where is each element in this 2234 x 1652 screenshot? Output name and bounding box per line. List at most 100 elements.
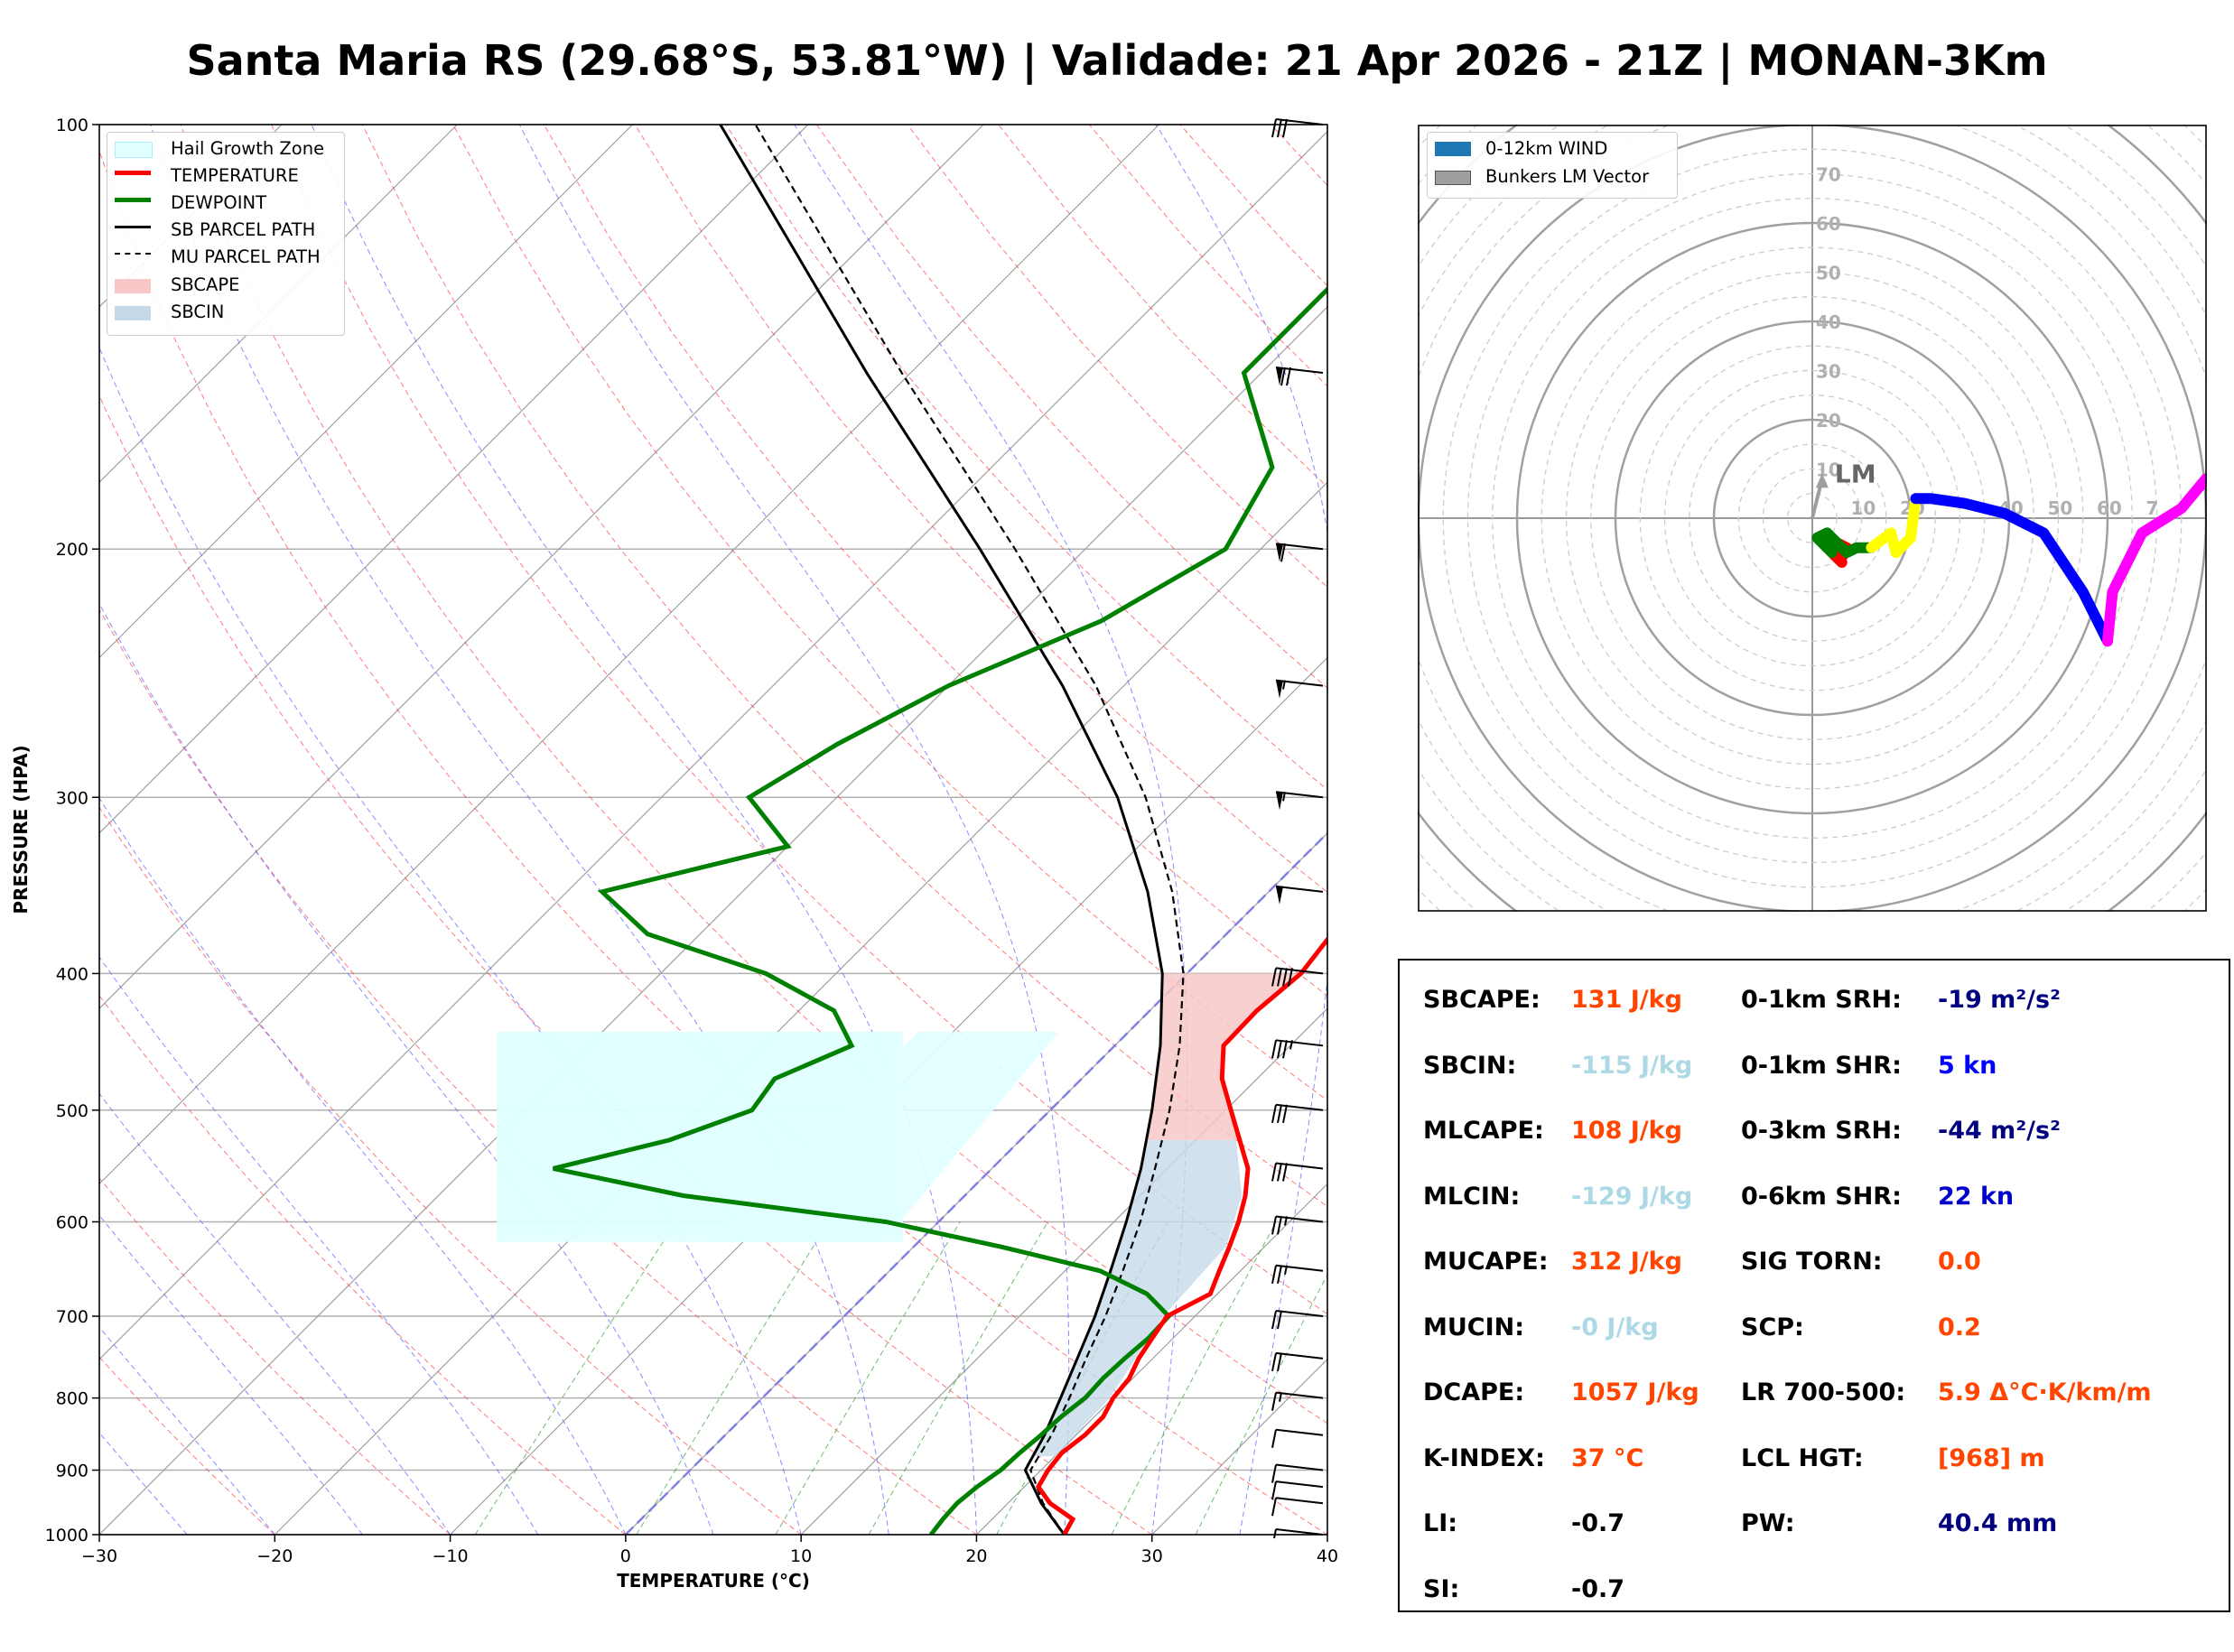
param-label: SCP:	[1741, 1313, 1804, 1341]
param-value: 5 kn	[1938, 1051, 1997, 1080]
wind-barb-staff	[1275, 1162, 1324, 1170]
wind-barb-staff	[1275, 1310, 1324, 1318]
wind-barb-full	[1277, 1216, 1282, 1235]
moist-adiabat	[99, 1432, 188, 1535]
param-label: PW:	[1741, 1509, 1795, 1537]
moist-adiabat	[311, 125, 977, 1535]
param-value: 22 kn	[1938, 1182, 2015, 1211]
wind-barb-full	[1277, 1310, 1282, 1330]
wind-barb-staff	[1275, 1391, 1324, 1399]
bunkers-lm-arrowhead	[1815, 473, 1829, 488]
wind-barb-full	[1277, 1040, 1282, 1059]
wind-barb	[1271, 1480, 1324, 1500]
wind-barb-staff	[1275, 1215, 1324, 1223]
hodo-ring	[1590, 296, 2034, 740]
wind-barb-full	[1271, 1429, 1277, 1448]
hodo-ring-label: 10	[1851, 497, 1876, 519]
wind-barb-full	[1280, 543, 1286, 562]
param-label: SIG TORN:	[1741, 1248, 1883, 1276]
isotherm	[99, 125, 458, 484]
wind-barb-staff	[1275, 1428, 1324, 1436]
wind-barb-full	[1271, 1163, 1277, 1182]
legend-mu-parcel-swatch	[115, 253, 151, 255]
wind-barb	[1271, 118, 1324, 138]
x-tick-label: −30	[81, 1546, 117, 1566]
param-value: -115 J/kg	[1571, 1051, 1693, 1080]
wind-barb-flag	[1276, 543, 1283, 562]
legend-hail-swatch	[115, 142, 153, 158]
wind-barb	[1275, 791, 1324, 811]
wind-barb-staff	[1275, 967, 1324, 975]
wind-barb-staff	[1275, 118, 1324, 125]
wind-barb-half	[1284, 1265, 1288, 1275]
legend-wind: 0-12km WIND	[1485, 138, 1608, 159]
param-label: SBCIN:	[1423, 1051, 1517, 1080]
wind-barb-full	[1277, 1104, 1282, 1123]
hodo-ring	[1787, 493, 1838, 543]
wind-barb-full	[1271, 118, 1277, 138]
hodo-ring	[1689, 394, 1936, 642]
hodo-ring	[1663, 369, 1961, 667]
hodograph-frame	[1418, 125, 2207, 912]
dry-adiabat	[1179, 125, 1327, 287]
wind-barb-full	[1282, 1104, 1288, 1123]
wind-barb-full	[1271, 1104, 1277, 1123]
wind-barb-full	[1271, 1265, 1277, 1284]
legend-bunkers: Bunkers LM Vector	[1485, 166, 1650, 187]
hodo-ring-label: 7	[2146, 497, 2159, 519]
y-tick-label: 800	[56, 1389, 88, 1409]
hodo-segment	[1811, 527, 1877, 559]
hodo-ring	[1762, 468, 1863, 569]
hodo-ring-label: 40	[1816, 311, 1841, 333]
legend-sb-parcel: SB PARCEL PATH	[171, 219, 316, 240]
hodo-ring	[1737, 443, 1887, 593]
dry-adiabat	[99, 1356, 275, 1535]
y-tick-label: 500	[56, 1101, 88, 1121]
mu-parcel-line	[754, 125, 1185, 1535]
wind-barb-full	[1288, 968, 1293, 987]
sb-parcel-line	[719, 125, 1164, 1535]
param-label: K-INDEX:	[1423, 1443, 1545, 1472]
param-value: 108 J/kg	[1571, 1117, 1682, 1145]
hodo-ring-label: 60	[1816, 213, 1841, 235]
y-tick-label: 1000	[45, 1526, 88, 1545]
moist-adiabat	[99, 602, 714, 1535]
isotherm	[99, 130, 1327, 1360]
wind-barb-staff	[1275, 1480, 1324, 1489]
wind-barb-full	[1271, 1464, 1277, 1483]
wind-barb	[1275, 543, 1324, 562]
hodo-ring-label: 70	[1816, 164, 1841, 186]
dry-adiabat	[998, 125, 1327, 488]
param-label: 0-1km SRH:	[1741, 986, 1902, 1014]
param-value: 0.0	[1938, 1248, 1981, 1276]
wind-barb	[1275, 885, 1324, 905]
isotherm	[99, 125, 283, 308]
wind-barb-full	[1271, 1216, 1277, 1235]
legend-hail: Hail Growth Zone	[171, 138, 325, 159]
param-label: MLCIN:	[1423, 1182, 1521, 1211]
hodo-ring-label: 20	[1816, 410, 1841, 432]
param-value: -0.7	[1571, 1574, 1625, 1603]
wind-barb	[1273, 1528, 1324, 1539]
wind-barb-full	[1282, 118, 1288, 138]
hodo-ring-label: 30	[1816, 361, 1841, 383]
skewt-plot-frame	[98, 124, 1328, 1536]
wind-barb-staff	[1275, 885, 1324, 893]
param-value: 37 °C	[1571, 1443, 1644, 1472]
isotherm	[625, 832, 1327, 1535]
param-value: -129 J/kg	[1571, 1182, 1693, 1211]
wind-barb-half	[1289, 1040, 1293, 1050]
x-tick-label: 10	[790, 1546, 812, 1566]
mixing-ratio-line	[474, 1221, 677, 1535]
legend-dewpoint-swatch	[115, 198, 151, 202]
hodo-ring	[1442, 148, 2183, 888]
bunkers-lm-label: LM	[1835, 459, 1876, 488]
wind-barb-full	[1282, 1163, 1288, 1182]
dry-adiabat	[452, 125, 1327, 1101]
isotherm	[1326, 1534, 1327, 1535]
dry-adiabat	[99, 394, 1152, 1535]
legend-wind-swatch	[1435, 142, 1471, 156]
wind-barb-staff	[1275, 1103, 1324, 1111]
chart-title: Santa Maria RS (29.68°S, 53.81°W) | Vali…	[186, 36, 2048, 85]
